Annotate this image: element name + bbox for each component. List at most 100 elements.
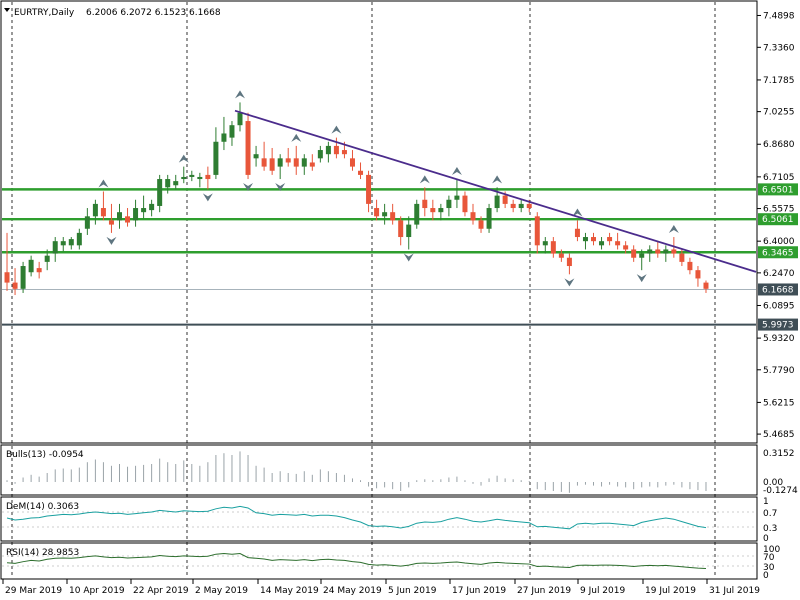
candle-body bbox=[333, 145, 339, 155]
candle-body bbox=[285, 158, 291, 163]
bulls-tick-top: 0.3152 bbox=[763, 449, 795, 459]
trendline[interactable] bbox=[234, 109, 757, 273]
candle-body bbox=[36, 268, 42, 273]
price-tag-label: 6.5061 bbox=[762, 215, 794, 225]
candle-body bbox=[574, 228, 580, 238]
price-tick-label: 5.9320 bbox=[763, 334, 795, 344]
candle-body bbox=[237, 112, 243, 126]
candle-body bbox=[60, 241, 66, 246]
date-tick-label: 10 Apr 2019 bbox=[69, 586, 125, 596]
bulls-tick-bottom: -0.1274 bbox=[763, 486, 798, 496]
price-tag-label: 6.1668 bbox=[762, 285, 794, 295]
candle-body bbox=[165, 179, 171, 188]
dem-tick-1: 1 bbox=[763, 497, 769, 507]
date-axis[interactable]: 29 Mar 2019 10 Apr 2019 22 Apr 2019 2 May 2… bbox=[2, 579, 760, 596]
date-tick-label: 27 Jun 2019 bbox=[517, 586, 571, 596]
ohlc-readout: 6.2006 6.2072 6.1523 6.1668 bbox=[86, 8, 221, 18]
fractal-down-arrow-icon bbox=[202, 193, 213, 202]
candle-body bbox=[647, 249, 653, 254]
candle-body bbox=[141, 208, 147, 213]
symbol-title: EURTRY,Daily bbox=[14, 8, 75, 18]
candle-body bbox=[679, 253, 685, 262]
candle-body bbox=[213, 141, 219, 175]
price-axis[interactable]: 7.4898 7.3360 7.1785 7.0255 6.8680 6.7105 6.55… bbox=[757, 11, 798, 440]
date-tick-label: 17 Jun 2019 bbox=[452, 586, 506, 596]
rsi-line bbox=[6, 553, 707, 569]
candle-body bbox=[100, 208, 106, 217]
price-tag[interactable] bbox=[758, 283, 798, 296]
candle-body bbox=[422, 199, 428, 209]
candle-body bbox=[454, 195, 460, 200]
candle-body bbox=[398, 220, 404, 238]
candle-body bbox=[317, 150, 323, 159]
candle-body bbox=[221, 133, 227, 142]
candle-body bbox=[349, 158, 355, 167]
candle-body bbox=[173, 181, 179, 186]
rsi-tick-100: 100 bbox=[763, 545, 780, 555]
candle-body bbox=[550, 241, 556, 254]
fractal-down-arrow-icon bbox=[243, 183, 254, 192]
dem-tick-07: 0.7 bbox=[763, 509, 777, 519]
candle-body bbox=[325, 145, 331, 155]
candle-body bbox=[390, 212, 396, 221]
candle-body bbox=[414, 203, 420, 225]
fractal-up-arrow-icon bbox=[451, 167, 462, 176]
bulls-tick-zero: 0.00 bbox=[763, 478, 783, 488]
candle-body bbox=[599, 241, 605, 246]
candle-body bbox=[28, 259, 34, 273]
fractal-up-arrow-icon bbox=[668, 225, 679, 234]
candle-body bbox=[181, 176, 187, 180]
price-tag[interactable] bbox=[758, 213, 798, 226]
candle-body bbox=[52, 241, 58, 254]
candle-body bbox=[125, 216, 131, 223]
bulls-panel-frame bbox=[0, 444, 758, 496]
candle-body bbox=[591, 237, 597, 242]
bulls-histogram bbox=[6, 451, 707, 493]
date-tick-label: 29 Mar 2019 bbox=[5, 586, 62, 596]
rsi-tick-0: 0 bbox=[763, 571, 769, 581]
candle-body bbox=[269, 158, 275, 171]
candle-body bbox=[687, 261, 693, 271]
candle-body bbox=[542, 241, 548, 246]
candle-body bbox=[358, 170, 364, 175]
candle-body bbox=[631, 249, 637, 258]
fractal-up-arrow-icon bbox=[235, 90, 246, 99]
demarker-line bbox=[6, 505, 707, 530]
price-tag[interactable] bbox=[758, 246, 798, 259]
candle-body bbox=[486, 208, 492, 229]
candle-body bbox=[20, 266, 26, 289]
price-tag-label: 6.6501 bbox=[762, 185, 794, 195]
bulls-label: Bulls(13) -0.0954 bbox=[6, 450, 84, 460]
date-tick-label: 2 May 2019 bbox=[195, 586, 248, 596]
dem-tick-03: 0.3 bbox=[763, 524, 777, 534]
price-tick-label: 6.0895 bbox=[763, 301, 795, 311]
candle-body bbox=[12, 282, 18, 289]
price-tick-label: 7.3360 bbox=[763, 43, 795, 53]
date-tick-label: 22 Apr 2019 bbox=[133, 586, 189, 596]
price-tick-label: 5.4685 bbox=[763, 430, 795, 440]
fractal-up-arrow-icon bbox=[492, 175, 503, 184]
candle-body bbox=[4, 272, 10, 283]
indicator-lines bbox=[6, 505, 707, 569]
price-tick-label: 6.8680 bbox=[763, 140, 795, 150]
candle-body bbox=[526, 203, 532, 209]
candle-body bbox=[510, 203, 516, 209]
candle-body bbox=[438, 208, 444, 213]
price-tag[interactable] bbox=[758, 183, 798, 196]
candle-body bbox=[116, 212, 122, 221]
fractal-up-arrow-icon bbox=[178, 154, 189, 163]
candle-body bbox=[293, 158, 299, 167]
rsi-tick-30: 30 bbox=[763, 563, 775, 573]
candle-body bbox=[558, 253, 564, 258]
price-tick-label: 7.0255 bbox=[763, 108, 795, 118]
candle-body bbox=[462, 195, 468, 213]
date-tick-label: 9 Jul 2019 bbox=[580, 586, 625, 596]
dropdown-triangle-icon[interactable] bbox=[4, 8, 10, 12]
candle-body bbox=[149, 203, 155, 211]
candle-body bbox=[655, 249, 661, 254]
main-panel-frame bbox=[0, 0, 758, 444]
dem-tick-0: 0 bbox=[763, 534, 769, 544]
price-tag[interactable] bbox=[758, 318, 798, 331]
